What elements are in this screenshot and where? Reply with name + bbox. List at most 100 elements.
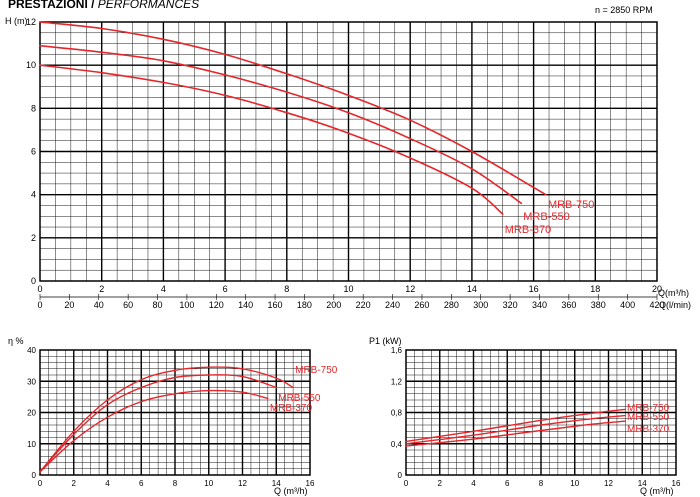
efficiency-y-tick: 40 xyxy=(27,346,36,355)
power-frame xyxy=(405,349,677,476)
efficiency-series-label: MRB-550 xyxy=(278,393,321,404)
head-y-tick: 10 xyxy=(26,60,36,70)
efficiency-x-tick: 4 xyxy=(105,479,110,488)
efficiency-series-label: MRB-370 xyxy=(270,403,313,414)
head-x-tick: 16 xyxy=(529,284,539,294)
power-y-tick: 0 xyxy=(398,471,403,480)
efficiency-curve-mrb-750 xyxy=(39,366,294,473)
head-x2-tick: 340 xyxy=(532,300,547,310)
title-sub: PERFORMANCES xyxy=(97,0,200,11)
head-x-tick: 8 xyxy=(284,284,289,294)
power-x-label: Q (m³/h) xyxy=(640,486,674,496)
efficiency-x-tick: 10 xyxy=(204,479,213,488)
power-x-tick: 8 xyxy=(539,479,544,488)
head-x2-tick: 200 xyxy=(326,300,341,310)
efficiency-x-tick: 0 xyxy=(38,479,43,488)
head-x-tick: 20 xyxy=(652,284,662,294)
head-x2-tick: 0 xyxy=(37,300,42,310)
head-x2-tick: 300 xyxy=(473,300,488,310)
power-curve-mrb-370 xyxy=(405,420,627,447)
head-x2-tick: 140 xyxy=(238,300,253,310)
title-main: PRESTAZIONI / xyxy=(8,0,95,11)
efficiency-x-tick: 2 xyxy=(72,479,77,488)
head-x2-tick: 240 xyxy=(385,300,400,310)
efficiency-y-tick: 0 xyxy=(32,471,37,480)
head-x-tick: 14 xyxy=(467,284,477,294)
head-x2-tick: 420 xyxy=(649,300,664,310)
power-y-label: P1 (kW) xyxy=(369,336,402,346)
efficiency-curve-mrb-550 xyxy=(39,374,277,473)
power-y-tick: 1,6 xyxy=(391,346,403,355)
efficiency-series-label: MRB-750 xyxy=(295,365,338,376)
efficiency-x-label: Q (m³/h) xyxy=(274,486,308,496)
power-series-label: MRB-370 xyxy=(627,424,670,435)
efficiency-x-tick: 14 xyxy=(272,479,281,488)
power-x-tick: 14 xyxy=(638,479,647,488)
head-x-tick: 18 xyxy=(590,284,600,294)
power-x-tick: 12 xyxy=(604,479,613,488)
page-title: PRESTAZIONI / PERFORMANCES xyxy=(8,0,199,11)
head-x2-tick: 20 xyxy=(64,300,74,310)
head-x2-tick: 40 xyxy=(94,300,104,310)
power-x-tick: 0 xyxy=(404,479,409,488)
efficiency-y-tick: 30 xyxy=(27,377,36,386)
head-x2-tick: 60 xyxy=(123,300,133,310)
head-x-tick: 12 xyxy=(405,284,415,294)
efficiency-x-tick: 8 xyxy=(173,479,178,488)
head-x2-tick: 100 xyxy=(179,300,194,310)
power-x-tick: 6 xyxy=(505,479,510,488)
head-x2-tick: 180 xyxy=(297,300,312,310)
head-x-tick: 2 xyxy=(99,284,104,294)
head-x-tick: 4 xyxy=(161,284,166,294)
head-x2-tick: 220 xyxy=(356,300,371,310)
head-x2-label: Q(l/min) xyxy=(659,300,691,310)
head-x-tick: 10 xyxy=(343,284,353,294)
power-x-tick: 4 xyxy=(471,479,476,488)
efficiency-x-tick: 6 xyxy=(139,479,144,488)
power-x-tick: 10 xyxy=(570,479,579,488)
head-x2-tick: 160 xyxy=(268,300,283,310)
head-x-tick: 0 xyxy=(37,284,42,294)
head-series-label: MRB-370 xyxy=(505,224,551,236)
head-x2-tick: 360 xyxy=(561,300,576,310)
head-y-label: H (m) xyxy=(5,16,28,26)
head-x2-tick: 380 xyxy=(591,300,606,310)
head-series-label: MRB-550 xyxy=(523,211,569,223)
head-y-tick: 4 xyxy=(31,190,36,200)
power-x-tick: 2 xyxy=(438,479,443,488)
head-x2-tick: 280 xyxy=(444,300,459,310)
power-x-tick: 16 xyxy=(672,479,681,488)
head-y-tick: 0 xyxy=(31,276,36,286)
speed-note: n = 2850 RPM xyxy=(595,5,653,15)
head-x-label: Q(m³/h) xyxy=(658,288,689,298)
head-x-tick: 6 xyxy=(223,284,228,294)
power-y-tick: 0,4 xyxy=(391,440,403,449)
head-curve-mrb-370 xyxy=(39,64,504,215)
head-y-tick: 2 xyxy=(31,233,36,243)
power-series-label: MRB-550 xyxy=(627,412,670,423)
head-x2-tick: 400 xyxy=(620,300,635,310)
head-y-tick: 8 xyxy=(31,103,36,113)
head-x2-tick: 320 xyxy=(503,300,518,310)
efficiency-x-tick: 16 xyxy=(306,479,315,488)
head-y-tick: 12 xyxy=(26,17,36,27)
head-x2-tick: 80 xyxy=(153,300,163,310)
power-curve-mrb-550 xyxy=(405,414,627,445)
head-curve-mrb-750 xyxy=(39,21,547,196)
power-y-tick: 1,2 xyxy=(391,377,403,386)
power-series-label: MRB-750 xyxy=(627,403,670,414)
efficiency-y-tick: 10 xyxy=(27,440,36,449)
efficiency-curve-mrb-370 xyxy=(39,389,269,473)
efficiency-y-label: η % xyxy=(8,336,24,346)
efficiency-y-tick: 20 xyxy=(27,409,36,418)
efficiency-frame xyxy=(39,349,311,476)
head-x2-tick: 260 xyxy=(414,300,429,310)
head-frame xyxy=(39,21,658,282)
head-y-tick: 6 xyxy=(31,147,36,157)
head-series-label: MRB-750 xyxy=(548,199,594,211)
head-x2-tick: 120 xyxy=(209,300,224,310)
head-curve-mrb-550 xyxy=(39,44,523,205)
power-y-tick: 0,8 xyxy=(391,409,403,418)
power-curve-mrb-750 xyxy=(405,408,627,443)
